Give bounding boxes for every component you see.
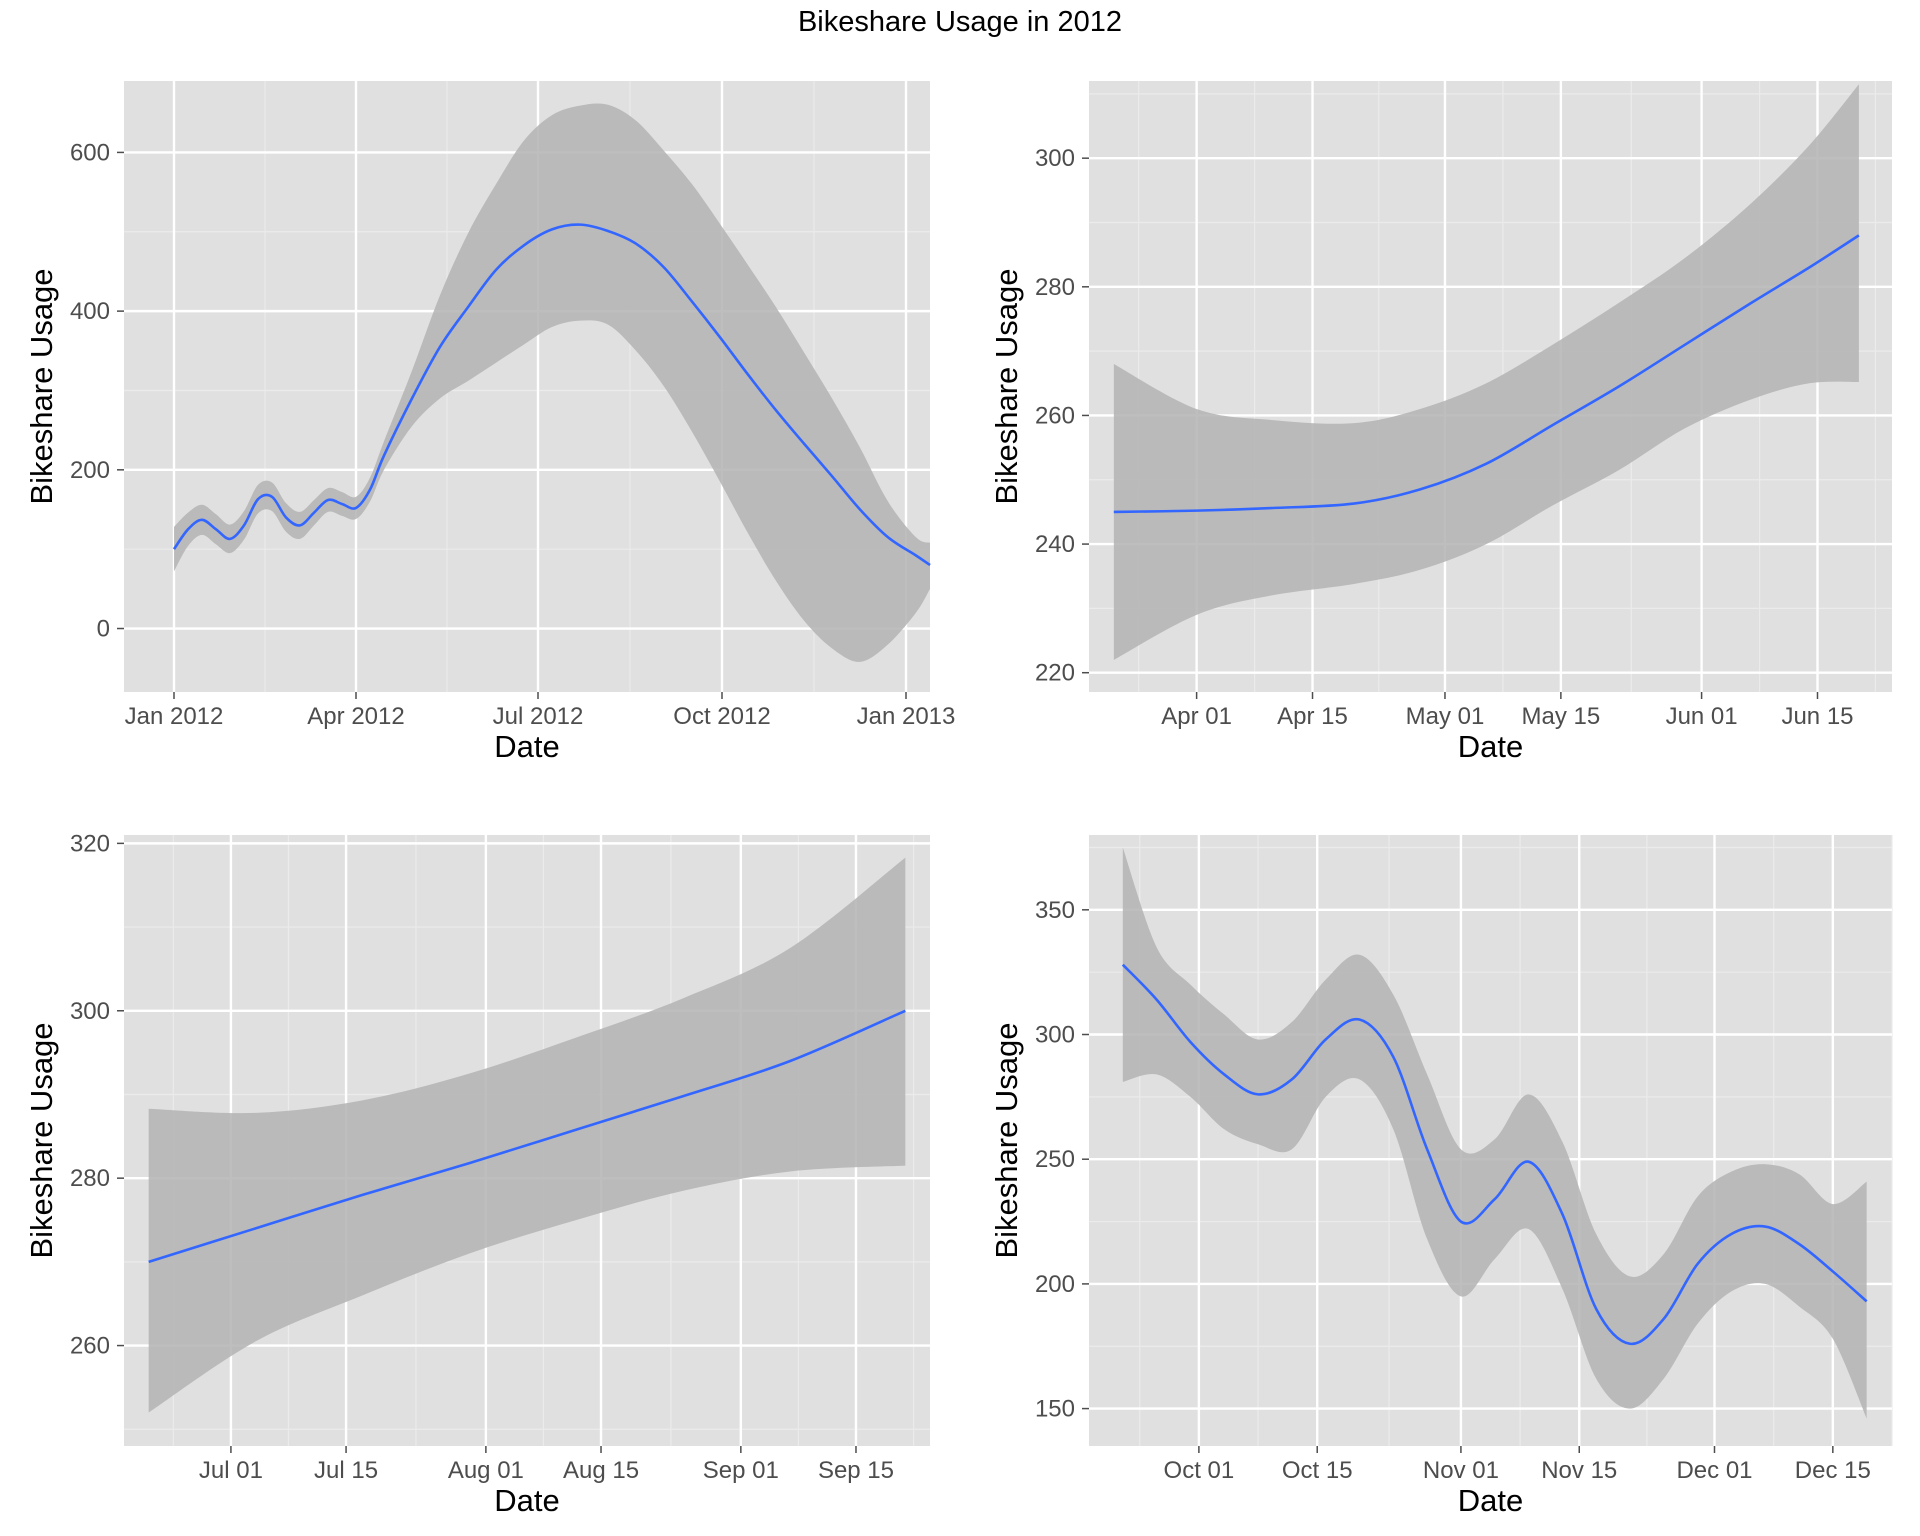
y-tick-label: 200 [1035, 1271, 1075, 1298]
y-axis-title: Bikeshare Usage [24, 1022, 59, 1258]
confidence-ribbon [1122, 847, 1867, 1419]
x-tick-label: Apr 01 [1161, 703, 1232, 730]
fitted-line [1121, 963, 1868, 1346]
x-tick-label: Oct 15 [1282, 1457, 1353, 1484]
x-tick-label: Aug 01 [448, 1457, 524, 1484]
x-tick-label: Jul 01 [199, 1457, 263, 1484]
y-tick-label: 300 [1035, 1022, 1075, 1049]
confidence-ribbon [174, 103, 930, 662]
x-tick-label: Jul 2012 [493, 703, 584, 730]
y-tick-label: 250 [1035, 1146, 1075, 1173]
x-tick-label: Jul 15 [314, 1457, 378, 1484]
fitted-line [172, 223, 931, 567]
chart-panel-3: 260 280 300 320 Jul 01 Jul 15 Aug 01 Aug 15 Sep … [24, 830, 930, 1518]
y-axis-title: Bikeshare Usage [989, 1022, 1024, 1258]
y-tick-label: 280 [1035, 274, 1075, 301]
y-tick-label: 350 [1035, 897, 1075, 924]
y-axis-title: Bikeshare Usage [989, 268, 1024, 504]
y-tick-label: 0 [97, 616, 110, 643]
fitted-line [1113, 234, 1860, 514]
y-tick-label: 220 [1035, 660, 1075, 687]
y-tick-label: 300 [1035, 145, 1075, 172]
chart-title: Bikeshare Usage in 2012 [797, 6, 1123, 38]
y-tick-label: 600 [70, 139, 110, 166]
x-tick-label: Dec 15 [1795, 1457, 1871, 1484]
y-tick-label: 320 [70, 830, 110, 857]
x-tick-label: Jun 01 [1666, 703, 1738, 730]
x-tick-label: May 15 [1522, 703, 1601, 730]
y-tick-label: 400 [70, 298, 110, 325]
x-tick-label: Jun 15 [1781, 703, 1853, 730]
x-tick-label: Sep 15 [818, 1457, 894, 1484]
x-tick-label: Nov 01 [1423, 1457, 1499, 1484]
y-tick-label: 300 [70, 998, 110, 1025]
x-tick-label: May 01 [1406, 703, 1485, 730]
y-axis-title: Bikeshare Usage [24, 268, 59, 504]
panel-background [1089, 835, 1892, 1446]
x-tick-label: Sep 01 [703, 1457, 779, 1484]
x-axis-title: Date [1458, 1483, 1523, 1518]
confidence-ribbon [1113, 84, 1859, 660]
y-tick-label: 200 [70, 457, 110, 484]
x-tick-label: Apr 2012 [307, 703, 404, 730]
x-axis-title: Date [494, 729, 559, 764]
y-tick-label: 240 [1035, 531, 1075, 558]
x-tick-label: Jan 2013 [857, 703, 956, 730]
x-tick-label: Oct 2012 [673, 703, 770, 730]
x-tick-label: Jan 2012 [125, 703, 224, 730]
y-tick-label: 150 [1035, 1396, 1075, 1423]
x-tick-label: Apr 15 [1277, 703, 1348, 730]
y-tick-label: 260 [1035, 402, 1075, 429]
y-tick-label: 260 [70, 1333, 110, 1360]
x-tick-label: Nov 15 [1541, 1457, 1617, 1484]
chart-panel-1: 0 200 400 600 Jan 2012 Apr 2012 Jul 2012 Oct 20… [24, 81, 955, 764]
x-tick-label: Oct 01 [1164, 1457, 1235, 1484]
chart-panel-4: 150 200 250 300 350 Oct 01 Oct 15 Nov 01 Nov 15 D… [989, 835, 1893, 1518]
x-tick-label: Aug 15 [563, 1457, 639, 1484]
confidence-ribbon [148, 857, 906, 1413]
x-axis-title: Date [494, 1483, 559, 1518]
y-tick-label: 280 [70, 1165, 110, 1192]
x-axis-title: Date [1458, 729, 1523, 764]
fitted-line [148, 1009, 906, 1264]
chart-panel-2: 220 240 260 280 300 Apr 01 Apr 15 May 01 May 15 J… [989, 81, 1892, 764]
x-tick-label: Dec 01 [1676, 1457, 1752, 1484]
